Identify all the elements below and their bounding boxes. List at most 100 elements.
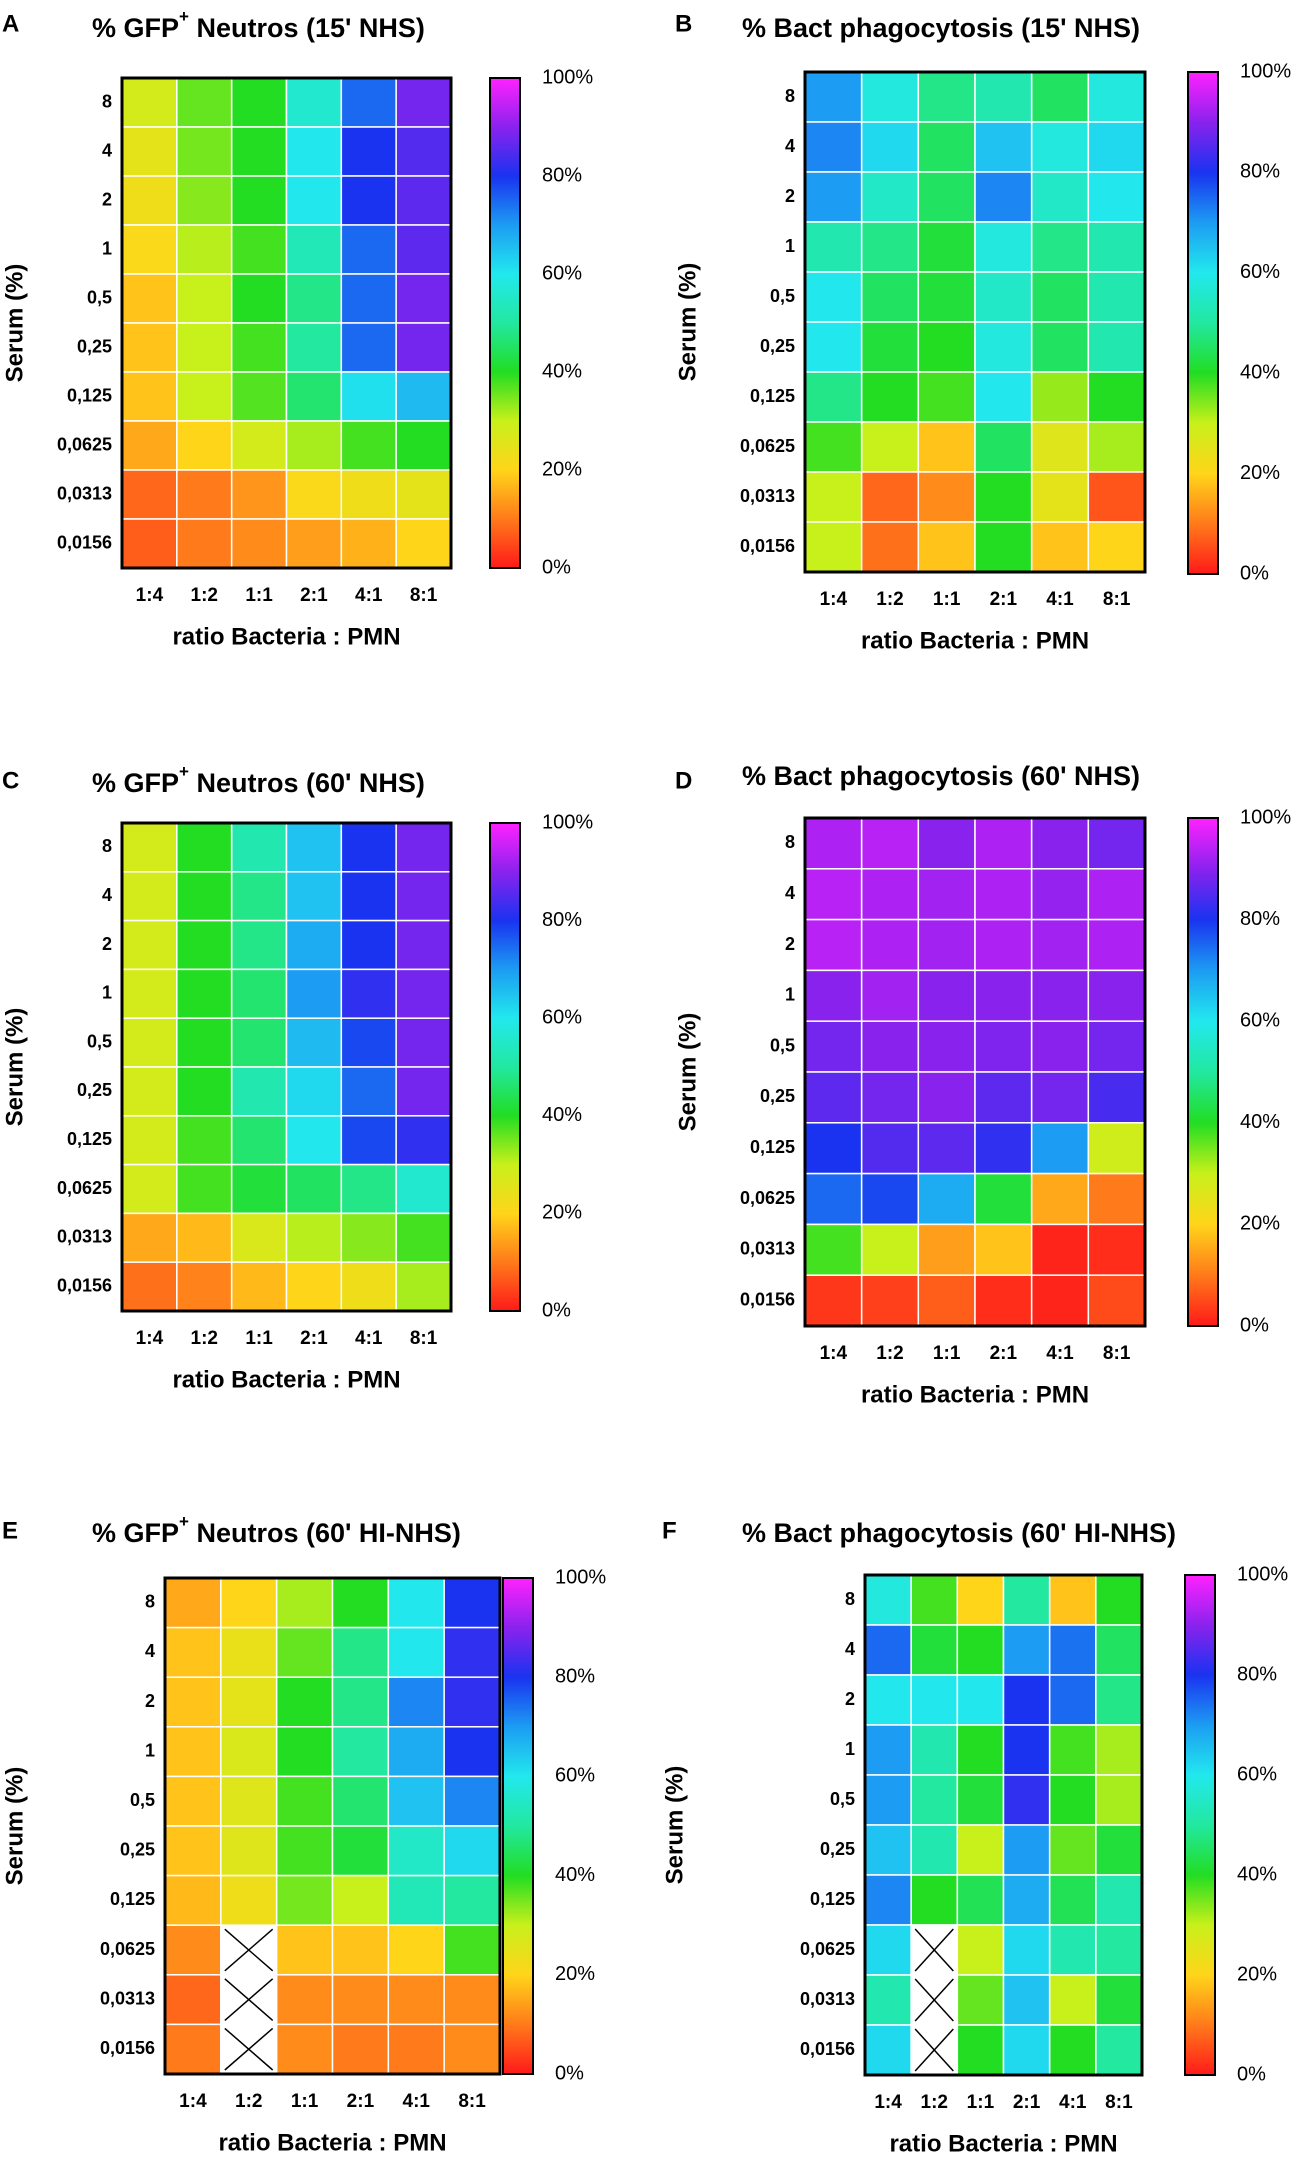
- y-tick-label: 0,5: [770, 286, 795, 306]
- x-tick-label: 4:1: [403, 2091, 431, 2112]
- heatmap-cell: [860, 271, 920, 323]
- colorbar-tick-label: 40%: [1237, 1863, 1277, 1885]
- y-tick-label: 0,0313: [100, 1988, 155, 2008]
- x-tick-label: 1:2: [191, 1328, 218, 1349]
- colorbar-tick-label: 60%: [1240, 261, 1280, 283]
- heatmap-cell: [230, 1017, 288, 1068]
- heatmap-cell: [164, 1874, 222, 1926]
- heatmap-cell: [285, 273, 343, 324]
- heatmap-cell: [340, 822, 397, 873]
- heatmap-cell: [395, 1261, 452, 1312]
- heatmap-cell: [331, 1775, 390, 1827]
- heatmap-cell: [1095, 1824, 1143, 1876]
- colorbar-tick-label: 0%: [1240, 562, 1269, 584]
- panel-title-suffix: Neutros (15' NHS): [189, 13, 425, 43]
- heatmap-cell: [917, 171, 976, 223]
- heatmap-cell: [1087, 271, 1146, 323]
- heatmap-cell: [285, 822, 343, 873]
- panel-a: A % GFP+ Neutros (15' NHS) 8 4 2 1 0,5 0,25 0,12…: [1, 7, 593, 650]
- heatmap-cell: [1002, 1674, 1051, 1726]
- heatmap-cell: [860, 1122, 920, 1175]
- missing-cross-line: [914, 1928, 954, 1972]
- panel-title-superscript: +: [179, 7, 189, 26]
- heatmap-cell: [285, 1163, 343, 1215]
- heatmap-cell: [917, 271, 976, 323]
- heatmap-cell: [121, 919, 178, 971]
- y-tick-label: 8: [102, 836, 112, 856]
- y-tick-label: 4: [845, 1639, 855, 1659]
- heatmap-cell: [121, 1066, 178, 1117]
- heatmap-cell: [331, 1577, 390, 1629]
- heatmap-cell: [864, 1924, 912, 1976]
- y-axis-label: Serum (%): [1, 1008, 28, 1127]
- heatmap-cell: [1048, 2024, 1097, 2076]
- x-tick-label: 4:1: [1046, 589, 1074, 610]
- heatmap-cell: [917, 817, 976, 870]
- y-tick-label: 1: [785, 236, 795, 256]
- heatmap-cell: [443, 1924, 501, 1976]
- heatmap-cell: [1030, 121, 1090, 173]
- x-tick-label: 4:1: [1059, 2092, 1087, 2113]
- heatmap-cell: [176, 469, 233, 520]
- colorbar-tick-label: 40%: [1240, 361, 1280, 383]
- heatmap-cell: [1002, 1624, 1051, 1676]
- heatmap-cell: [230, 518, 288, 569]
- heatmap-cell: [1087, 521, 1146, 573]
- y-tick-label: 1: [145, 1740, 155, 1760]
- y-tick-label: 4: [145, 1641, 155, 1661]
- missing-cross-line: [224, 1928, 274, 1972]
- heatmap-cell: [176, 1115, 233, 1166]
- colorbar-tick-label: 100%: [542, 66, 593, 88]
- heatmap-cell: [1030, 221, 1090, 273]
- heatmap-cell: [917, 1071, 976, 1124]
- heatmap-cell: [331, 2023, 390, 2075]
- x-tick-label: 8:1: [1103, 1343, 1131, 1364]
- heatmap-cell: [387, 1974, 445, 2026]
- heatmap-cell: [860, 1172, 920, 1226]
- heatmap-cell: [1002, 1724, 1051, 1776]
- heatmap-cell: [285, 322, 343, 373]
- heatmap-cell: [1030, 817, 1090, 870]
- colorbar-tick-label: 20%: [1240, 462, 1280, 484]
- heatmap-cell: [395, 871, 452, 922]
- heatmap-cell: [974, 918, 1033, 972]
- heatmap-cell: [1087, 1020, 1146, 1073]
- heatmap-cell: [176, 224, 233, 275]
- heatmap-cell: [121, 822, 178, 873]
- y-tick-label: 0,125: [750, 1137, 795, 1157]
- heatmap-cell: [164, 1577, 222, 1629]
- heatmap-cell: [230, 77, 288, 128]
- heatmap-cell: [1030, 1020, 1090, 1073]
- heatmap-cell: [1095, 1924, 1143, 1976]
- heatmap-cell: [860, 817, 920, 870]
- heatmap-cell: [917, 521, 976, 573]
- heatmap-cell: [395, 822, 452, 873]
- missing-cross-line: [914, 2028, 954, 2072]
- y-axis-label: Serum (%): [674, 1013, 701, 1132]
- colorbar-tick-label: 80%: [542, 164, 582, 186]
- heatmap-cell: [860, 71, 920, 123]
- heatmap-cell: [230, 224, 288, 275]
- heatmap-cell: [121, 224, 178, 275]
- y-tick-label: 1: [845, 1739, 855, 1759]
- x-tick-label: 2:1: [1013, 2092, 1041, 2113]
- heatmap-cell: [917, 969, 976, 1022]
- panel-letter: F: [662, 1517, 677, 1544]
- heatmap-cell: [275, 1825, 334, 1877]
- panel-letter: C: [2, 767, 19, 794]
- heatmap-cell: [1030, 421, 1090, 473]
- heatmap-cell: [860, 321, 920, 373]
- heatmap-cell: [121, 518, 178, 569]
- x-tick-label: 2:1: [990, 1343, 1018, 1364]
- y-tick-label: 0,5: [87, 287, 112, 307]
- heatmap-cell: [387, 1676, 445, 1728]
- heatmap-cell: [1095, 1874, 1143, 1926]
- heatmap-cell: [164, 1974, 222, 2026]
- y-tick-label: 0,0625: [740, 436, 795, 456]
- heatmap-cell: [917, 1172, 976, 1226]
- heatmap-cell: [1087, 1071, 1146, 1124]
- heatmap-cell: [804, 121, 863, 173]
- heatmap-cell: [395, 126, 452, 177]
- heatmap-cell: [387, 1577, 445, 1629]
- heatmap-cell: [176, 871, 233, 922]
